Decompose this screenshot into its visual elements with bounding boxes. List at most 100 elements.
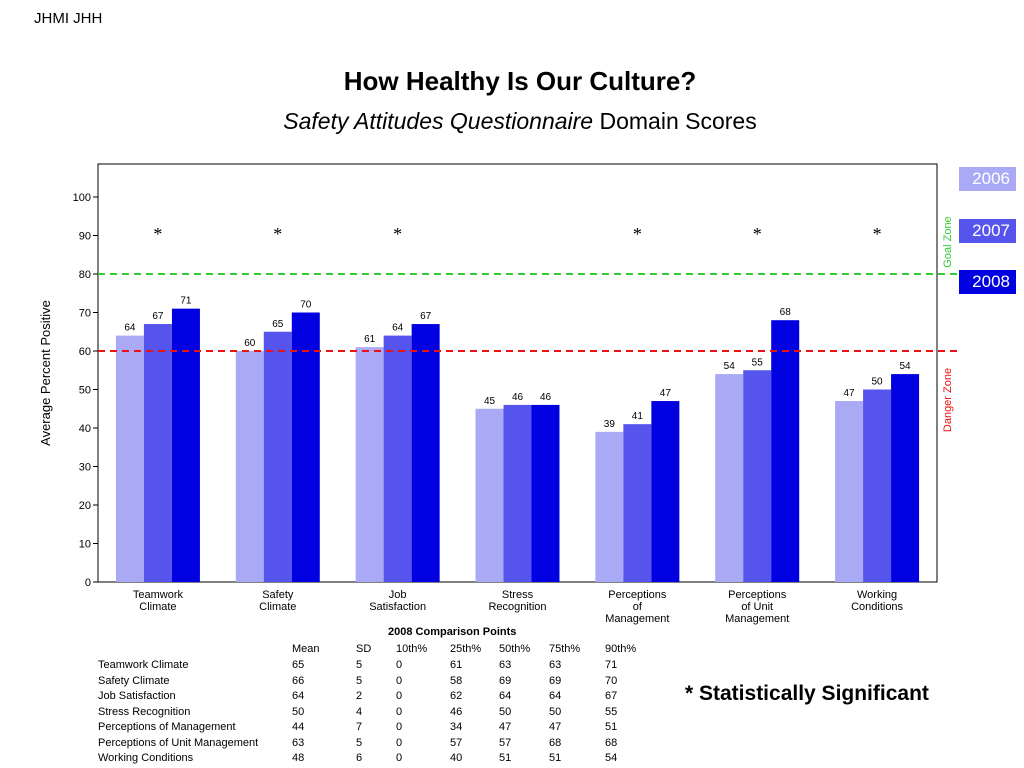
bar bbox=[383, 335, 412, 582]
y-tick-label: 50 bbox=[79, 385, 91, 397]
table-cell: 57 bbox=[499, 736, 512, 749]
significance-asterisk: * bbox=[873, 224, 882, 244]
significance-note: * Statistically Significant bbox=[685, 682, 929, 705]
table-header-cell: Mean bbox=[292, 643, 320, 656]
x-category-label: Teamwork bbox=[133, 589, 184, 601]
bar bbox=[743, 370, 772, 582]
table-header-cell: 90th% bbox=[605, 643, 637, 656]
y-tick-label: 0 bbox=[85, 577, 91, 589]
table-cell: 5 bbox=[356, 736, 363, 749]
table-cell: 68 bbox=[549, 736, 562, 749]
table-row: Job Satisfaction 64 2 0 62 64 64 67 bbox=[98, 689, 645, 705]
table-row: Perceptions of Management 44 7 0 34 47 47 51 bbox=[98, 720, 645, 736]
legend-item-2008: 2008 bbox=[959, 270, 1016, 294]
table-cell: 64 bbox=[549, 690, 562, 702]
x-category-label: Climate bbox=[139, 601, 176, 613]
table-row-label: Perceptions of Management bbox=[98, 721, 236, 733]
table-cell: 51 bbox=[605, 721, 618, 733]
table-row: Teamwork Climate 65 5 0 61 63 63 71 bbox=[98, 658, 645, 674]
header-label: JHMI JHH bbox=[34, 10, 103, 27]
x-category-label: Satisfaction bbox=[369, 601, 426, 613]
bar-value-label: 47 bbox=[844, 388, 856, 399]
table-row-label: Working Conditions bbox=[98, 752, 194, 764]
table-cell: 68 bbox=[605, 736, 618, 749]
legend-item-2007: 2007 bbox=[959, 219, 1016, 243]
y-tick-label: 30 bbox=[79, 462, 91, 474]
subtitle-rest: Domain Scores bbox=[593, 108, 757, 134]
significance-asterisk: * bbox=[633, 224, 642, 244]
bar bbox=[863, 389, 892, 582]
bar-value-label: 71 bbox=[180, 296, 192, 307]
table-cell: 0 bbox=[396, 690, 403, 702]
bar-value-label: 64 bbox=[124, 323, 136, 334]
bar bbox=[623, 424, 652, 582]
x-category-label: Working bbox=[857, 589, 897, 601]
table-cell: 57 bbox=[450, 736, 463, 749]
significance-asterisk: * bbox=[273, 224, 282, 244]
table-row: Stress Recognition 50 4 0 46 50 50 55 bbox=[98, 705, 645, 721]
y-tick-label: 90 bbox=[79, 231, 91, 243]
table-row-label: Teamwork Climate bbox=[98, 659, 189, 671]
table-header-cell: 10th% bbox=[396, 643, 428, 656]
y-tick-label: 20 bbox=[79, 500, 91, 512]
table-cell: 50 bbox=[549, 705, 562, 718]
table-row-label: Safety Climate bbox=[98, 674, 170, 687]
table-header-cell bbox=[98, 642, 292, 658]
bar-value-label: 61 bbox=[364, 334, 376, 345]
bar-value-label: 68 bbox=[780, 307, 792, 318]
table-header-cell: 50th% bbox=[499, 643, 531, 656]
x-category-label: Management bbox=[605, 613, 669, 625]
table-cell: 48 bbox=[292, 752, 305, 764]
x-category-label: Perceptions bbox=[728, 589, 787, 601]
table-header-cell: SD bbox=[356, 643, 372, 656]
table-row-label: Job Satisfaction bbox=[98, 690, 176, 702]
bar-value-label: 70 bbox=[300, 300, 312, 311]
table-cell: 47 bbox=[549, 721, 562, 733]
table-cell: 66 bbox=[292, 674, 305, 687]
table-cell: 71 bbox=[605, 659, 618, 671]
table-cell: 0 bbox=[396, 705, 403, 718]
table-cell: 64 bbox=[292, 690, 305, 702]
table-cell: 0 bbox=[396, 659, 403, 671]
bar bbox=[355, 347, 384, 582]
table-row-label: Perceptions of Unit Management bbox=[98, 736, 259, 749]
bar-value-label: 41 bbox=[632, 411, 644, 422]
bar bbox=[115, 335, 144, 582]
bar-value-label: 67 bbox=[152, 311, 164, 322]
bar-value-label: 55 bbox=[752, 357, 764, 368]
x-category-label: Stress bbox=[502, 589, 534, 601]
bar bbox=[503, 404, 532, 582]
table-cell: 51 bbox=[499, 752, 512, 764]
bar bbox=[595, 431, 624, 582]
x-category-label: Safety bbox=[262, 589, 294, 601]
x-category-label: Perceptions bbox=[608, 589, 667, 601]
x-category-label: Climate bbox=[259, 601, 296, 613]
table-cell: 0 bbox=[396, 752, 403, 764]
bar-value-label: 46 bbox=[512, 392, 524, 403]
table-cell: 0 bbox=[396, 674, 403, 687]
table-row: Working Conditions 48 6 0 40 51 51 54 bbox=[98, 751, 645, 767]
table-cell: 69 bbox=[499, 674, 512, 687]
table-header-cell: 75th% bbox=[549, 643, 581, 656]
bar-value-label: 45 bbox=[484, 396, 496, 407]
table-cell: 0 bbox=[396, 721, 403, 733]
x-category-label: Conditions bbox=[851, 601, 903, 613]
table-cell: 69 bbox=[549, 674, 562, 687]
x-category-label: Recognition bbox=[488, 601, 546, 613]
table-cell: 0 bbox=[396, 736, 403, 749]
bar bbox=[651, 401, 680, 582]
x-category-label: Job bbox=[389, 589, 407, 601]
table-cell: 64 bbox=[499, 690, 512, 702]
table-cell: 50 bbox=[499, 705, 512, 718]
bar bbox=[235, 351, 264, 582]
x-category-label: Management bbox=[725, 613, 789, 625]
bar-value-label: 47 bbox=[660, 388, 672, 399]
comparison-table-title: 2008 Comparison Points bbox=[388, 626, 517, 638]
danger-zone-label: Danger Zone bbox=[942, 368, 954, 432]
y-tick-label: 100 bbox=[73, 192, 91, 204]
table-cell: 47 bbox=[499, 721, 512, 733]
table-cell: 55 bbox=[605, 705, 618, 718]
bar bbox=[263, 331, 292, 582]
table-header-cell: 25th% bbox=[450, 643, 482, 656]
bar-value-label: 65 bbox=[272, 319, 284, 330]
